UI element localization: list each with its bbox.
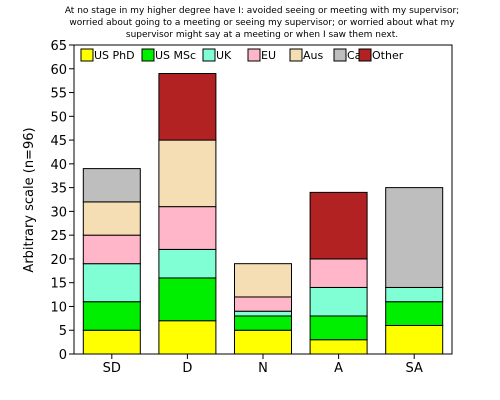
bar-segment <box>309 339 368 355</box>
y-tick-label: 40 <box>50 158 67 173</box>
title-line-2: worried about going to a meeting or seei… <box>69 18 455 28</box>
legend-label: Other <box>372 49 404 62</box>
bar-segment <box>385 286 444 303</box>
y-tick-label: 50 <box>50 110 67 125</box>
x-tick-label: N <box>258 361 268 376</box>
legend-swatch <box>333 48 347 62</box>
x-tick-label: A <box>334 361 343 376</box>
legend-label: US MSc <box>155 49 196 62</box>
y-tick-label: 20 <box>50 253 67 268</box>
bar-segment <box>82 234 141 265</box>
x-tick-label: D <box>182 361 192 376</box>
y-tick-label: 55 <box>50 87 67 102</box>
bar-segment <box>82 168 141 203</box>
bar-segment <box>309 286 368 317</box>
legend-swatch <box>202 48 216 62</box>
bar-segment <box>158 320 217 355</box>
y-axis-label: Arbitrary scale (n=96) <box>22 127 37 272</box>
y-tick-label: 30 <box>50 205 67 220</box>
legend-swatch <box>289 48 303 62</box>
bar-segment <box>234 315 292 331</box>
y-tick-label: 15 <box>50 277 67 292</box>
x-tick-label: SA <box>406 361 423 376</box>
bar-segment <box>158 248 217 279</box>
legend: US PhD US MSc UK EU Aus Ca Other <box>80 48 404 62</box>
bar-segment <box>158 277 217 322</box>
bar-segment <box>385 301 444 326</box>
y-tick-label: 65 <box>50 39 67 54</box>
x-tick-label: SD <box>103 361 121 376</box>
bar-segment <box>234 263 292 298</box>
bar-segment <box>82 201 141 236</box>
y-tick-label: 35 <box>50 182 67 197</box>
legend-swatch <box>80 48 94 62</box>
bar-segment <box>234 310 292 317</box>
plot-area: 0 5 10 15 20 25 30 35 40 45 50 55 60 65 SD D N A SA <box>50 39 453 376</box>
bar-segment <box>82 301 141 331</box>
y-tick-label: 25 <box>50 229 67 244</box>
bar-segment <box>82 329 141 355</box>
chart-title: At no stage in my higher degree have I: … <box>65 6 459 40</box>
bar-segment <box>309 258 368 288</box>
bar-segment <box>158 206 217 250</box>
legend-label: EU <box>261 49 276 62</box>
legend-label: US PhD <box>94 49 135 62</box>
bar-segment <box>234 329 292 355</box>
bar-segment <box>158 139 217 208</box>
title-line-1: At no stage in my higher degree have I: … <box>65 6 459 16</box>
y-tick-label: 45 <box>50 134 67 149</box>
legend-swatch <box>141 48 155 62</box>
y-tick-label: 5 <box>59 324 67 339</box>
legend-label: UK <box>216 49 232 62</box>
bar-segment <box>385 187 444 288</box>
legend-label: Ca <box>347 49 361 62</box>
legend-swatch <box>358 48 372 62</box>
bar-segment <box>158 73 217 141</box>
y-tick-label: 0 <box>59 348 67 363</box>
bar-segment <box>309 315 368 341</box>
bar-segment <box>234 296 292 312</box>
legend-swatch <box>247 48 261 62</box>
bar-segment <box>385 324 444 355</box>
bar-segment <box>309 191 368 260</box>
legend-label: Aus <box>303 49 323 62</box>
y-tick-label: 10 <box>50 300 67 315</box>
y-tick-label: 60 <box>50 63 67 78</box>
bar-segment <box>82 263 141 303</box>
title-line-3: supervisor might say at a meeting or whe… <box>126 30 398 40</box>
